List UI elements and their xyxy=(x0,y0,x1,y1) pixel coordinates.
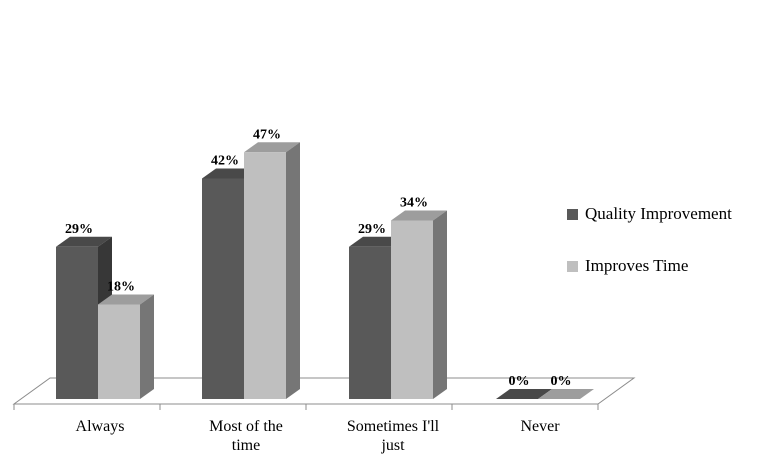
data-label: 29% xyxy=(358,222,386,237)
bar xyxy=(56,236,112,399)
chart-bars xyxy=(56,142,594,399)
legend-label: Quality Improvement xyxy=(585,204,732,223)
data-label: 29% xyxy=(65,222,93,237)
category-label: Always xyxy=(76,418,125,435)
legend: Quality Improvement Improves Time xyxy=(567,204,732,275)
bar xyxy=(391,210,447,399)
bar-front-face xyxy=(202,178,244,399)
bar-front-face xyxy=(391,220,433,399)
legend-swatch xyxy=(567,261,578,272)
bar-side-face xyxy=(286,142,300,399)
bar-top-face xyxy=(538,389,594,399)
bar xyxy=(496,389,552,399)
bar-front-face xyxy=(56,246,98,399)
bar xyxy=(98,294,154,399)
data-label: 34% xyxy=(400,196,428,211)
bar-top-face xyxy=(496,389,552,399)
category-labels: Always Most of the time Sometimes I'll just N… xyxy=(76,418,561,454)
data-label: 42% xyxy=(211,154,239,169)
bar-top-face xyxy=(244,142,300,153)
chart-floor xyxy=(12,377,636,410)
bar-top-face xyxy=(98,294,154,305)
bar xyxy=(244,142,300,399)
data-labels: 29% 18% 42% 47% 29% 34% 0% 0% xyxy=(65,127,572,389)
bar-side-face xyxy=(140,294,154,399)
data-label: 47% xyxy=(253,127,281,142)
category-label: Sometimes I'll just xyxy=(347,418,440,454)
category-label: Never xyxy=(520,418,560,435)
legend-swatch xyxy=(567,209,578,220)
bar-front-face xyxy=(98,304,140,399)
floor-plane xyxy=(12,377,636,405)
bar-front-face xyxy=(349,246,391,399)
data-label: 0% xyxy=(551,374,572,389)
data-label: 18% xyxy=(107,280,135,295)
legend-label: Improves Time xyxy=(585,256,688,275)
data-label: 0% xyxy=(509,374,530,389)
bar-top-face xyxy=(56,236,112,247)
bar-top-face xyxy=(391,210,447,221)
bar-side-face xyxy=(433,210,447,399)
bar xyxy=(538,389,594,399)
category-label: Most of the time xyxy=(209,418,283,454)
bar-front-face xyxy=(244,152,286,399)
